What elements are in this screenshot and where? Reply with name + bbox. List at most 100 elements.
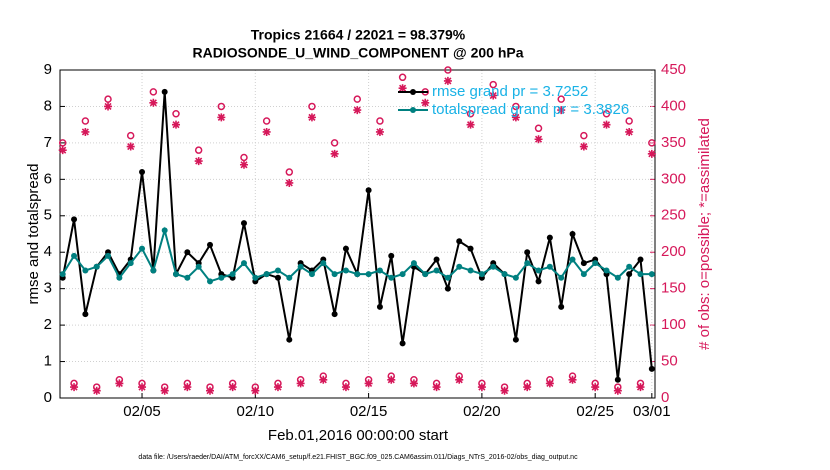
y2-tick-label: 200 (661, 243, 686, 260)
point (558, 274, 565, 281)
obs-possible (580, 131, 588, 140)
obs-assimilated (353, 106, 362, 115)
y2-tick-label: 350 (661, 134, 686, 151)
obs-possible (217, 102, 226, 111)
point (263, 271, 270, 278)
obs-assimilated (511, 113, 520, 122)
y2-tick-label: 0 (661, 389, 669, 406)
obs-possible (444, 66, 452, 74)
point (286, 274, 293, 281)
obs-possible (512, 102, 520, 111)
x-tick-label: 02/05 (123, 403, 161, 420)
y-tick-label: 2 (44, 316, 52, 333)
obs-assimilated (330, 149, 339, 158)
point (524, 260, 531, 267)
obs-assimilated (126, 142, 135, 151)
point (161, 227, 168, 234)
point (637, 256, 644, 263)
y-tick-label: 4 (44, 243, 52, 260)
point (569, 231, 576, 237)
point (274, 274, 281, 281)
obs-assimilated (398, 84, 407, 93)
obs-possible (648, 139, 656, 147)
footnote: data file: /Users/raeder/DAI/ATM_forcXX/… (138, 454, 578, 461)
point (218, 274, 225, 281)
point (490, 263, 497, 270)
obs-assimilated (523, 383, 532, 392)
point (252, 274, 259, 281)
obs-possible (81, 117, 90, 125)
point (342, 267, 349, 274)
obs-assimilated (205, 386, 214, 395)
obs-possible (172, 109, 180, 118)
point (512, 274, 519, 281)
point (626, 263, 633, 270)
y2-tick-label: 400 (661, 97, 686, 114)
point (535, 267, 542, 274)
point (512, 336, 519, 343)
obs-assimilated (138, 383, 147, 392)
point (648, 271, 655, 278)
point (592, 260, 599, 267)
obs-assimilated (477, 383, 486, 392)
obs-possible (104, 95, 112, 103)
obs-possible (376, 117, 384, 125)
obs-assimilated (251, 386, 260, 395)
obs-possible (194, 146, 203, 154)
obs-assimilated (545, 379, 554, 388)
x-tick-label: 02/25 (576, 403, 614, 420)
obs-assimilated (375, 127, 384, 136)
point (71, 216, 78, 223)
obs-possible (534, 124, 543, 133)
x-tick-label: 02/20 (463, 403, 501, 420)
obs-possible (285, 168, 294, 176)
point (637, 271, 644, 278)
point (184, 274, 191, 281)
point (433, 267, 440, 274)
point (569, 256, 576, 263)
obs-assimilated (194, 157, 203, 166)
point (286, 336, 293, 343)
point (161, 88, 168, 95)
y-axis-label: rmse and totalspread (25, 164, 42, 305)
obs-assimilated (557, 106, 566, 115)
obs-assimilated (341, 383, 350, 392)
point (524, 249, 531, 256)
obs-assimilated (70, 383, 79, 392)
point (410, 260, 417, 267)
obs-assimilated (149, 98, 158, 107)
point (173, 271, 180, 278)
obs-assimilated (602, 120, 611, 129)
legend-marker (410, 89, 416, 95)
obs-assimilated (466, 120, 475, 129)
point (331, 271, 338, 278)
obs-possible (625, 117, 633, 125)
y-tick-label: 1 (44, 353, 52, 370)
obs-possible (330, 139, 339, 147)
obs-possible (58, 139, 67, 147)
point (82, 311, 89, 318)
obs-assimilated (273, 383, 282, 392)
obs-assimilated (613, 386, 622, 395)
point (308, 271, 315, 278)
point (501, 271, 508, 278)
obs-assimilated (387, 375, 396, 384)
obs-assimilated (534, 135, 543, 144)
point (376, 303, 383, 310)
obs-possible (149, 88, 158, 96)
point (467, 267, 474, 274)
obs-possible (308, 102, 316, 111)
point (342, 245, 349, 252)
point (331, 311, 338, 318)
point (365, 187, 372, 194)
point (320, 260, 327, 267)
legend-label: rmse grand pr = 3.7252 (432, 83, 588, 100)
obs-possible (262, 117, 271, 125)
x-tick-label: 03/01 (633, 403, 671, 420)
point (354, 271, 361, 278)
point (116, 274, 123, 281)
point (478, 271, 485, 278)
chart-subtitle: RADIOSONDE_U_WIND_COMPONENT @ 200 hPa (192, 45, 523, 61)
point (184, 249, 191, 256)
point (580, 260, 587, 267)
